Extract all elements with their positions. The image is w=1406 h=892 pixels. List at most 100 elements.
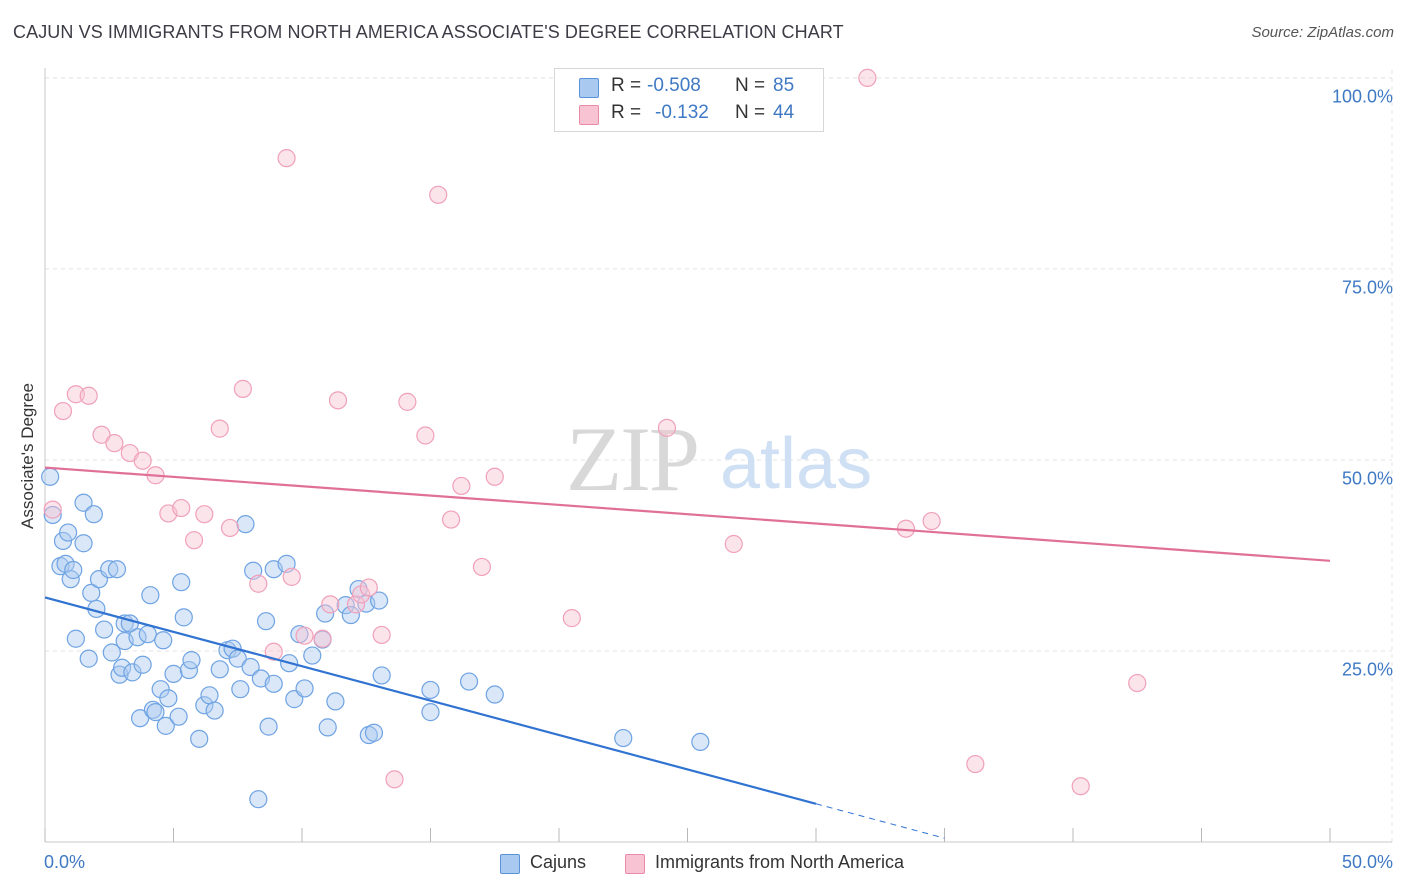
cajun-point — [421, 680, 440, 700]
immigrant-point — [657, 418, 677, 437]
cajun-point — [372, 666, 391, 685]
cajun-point — [130, 709, 150, 728]
legend-r-value: -0.132 — [655, 102, 709, 123]
cajun-point — [84, 505, 103, 524]
immigrant-point — [724, 534, 743, 554]
immigrant-point — [441, 510, 461, 529]
legend-r-value: -0.508 — [647, 75, 701, 96]
immigrant-point — [172, 498, 191, 518]
cajun-point — [123, 663, 142, 682]
immigrant-point — [210, 419, 229, 438]
immigrant-point — [184, 531, 204, 550]
cajun-point — [154, 631, 173, 650]
immigrant-point — [346, 595, 366, 614]
source-label: Source: ZipAtlas.com — [1251, 24, 1394, 41]
immigrant-point — [472, 557, 491, 577]
cajun-point — [164, 664, 183, 683]
cajun-point — [59, 523, 78, 542]
cajun-point — [133, 655, 152, 674]
immigrant-point — [485, 467, 504, 486]
cajun-point — [156, 716, 175, 735]
watermark: ZIP atlas — [566, 408, 872, 510]
cajun-point — [259, 717, 278, 736]
y-tick-label-75: 75.0% — [1341, 277, 1393, 298]
bottom-legend-swatch-immigrants — [625, 854, 645, 874]
cajun-point — [159, 689, 178, 708]
immigrant-point — [372, 625, 391, 645]
cajun-point — [190, 729, 209, 748]
y-tick-label-50: 50.0% — [1341, 468, 1393, 489]
cajun-point — [364, 723, 384, 742]
cajun-point — [370, 591, 389, 610]
immigrant-point — [398, 392, 417, 411]
y-tick-label-100: 100.0% — [1331, 86, 1393, 107]
trend-lines — [44, 466, 1331, 839]
immigrant-point — [966, 754, 985, 774]
immigrant-point — [416, 426, 435, 445]
legend-n-label: N = — [735, 75, 766, 96]
axes — [44, 68, 1392, 843]
legend-swatch-immigrants — [579, 105, 599, 125]
immigrant-point — [313, 629, 332, 648]
immigrant-point — [220, 518, 240, 538]
immigrant-trend-line — [44, 466, 1331, 562]
cajun-point — [107, 560, 127, 579]
cajun-point — [318, 718, 337, 737]
y-axis-label: Associate's Degree — [18, 383, 37, 529]
cajun-point — [264, 674, 283, 693]
cajun-point — [241, 657, 260, 677]
immigrant-point — [1128, 673, 1147, 693]
y-tick-label-25: 25.0% — [1341, 659, 1393, 680]
cajun-point — [66, 629, 85, 648]
legend-n-label: N = — [735, 102, 766, 123]
cajun-point — [43, 505, 62, 525]
cajun-point — [303, 646, 322, 665]
cajun-trend-extension — [815, 803, 945, 839]
immigrant-point — [233, 379, 252, 398]
cajun-point — [74, 534, 93, 553]
bottom-legend-label: Cajuns — [530, 852, 587, 872]
cajun-point — [256, 612, 276, 631]
immigrant-point — [277, 149, 296, 168]
cajun-point — [210, 660, 229, 679]
immigrant-point — [321, 595, 340, 614]
bottom-legend-label: Immigrants from North America — [655, 852, 905, 872]
cajun-point — [341, 605, 360, 625]
legend-n-value: 44 — [773, 102, 795, 123]
cajun-point — [421, 703, 440, 722]
immigrant-point — [1071, 777, 1090, 796]
cajun-point — [138, 625, 157, 644]
cajun-point — [100, 560, 119, 579]
immigrant-point — [429, 185, 448, 204]
immigrant-point — [858, 68, 877, 87]
cajun-point — [249, 790, 268, 809]
immigrant-point — [922, 511, 941, 531]
cajun-point — [336, 596, 355, 615]
immigrant-point — [264, 642, 283, 661]
cajun-point — [74, 493, 93, 512]
watermark-zip: ZIP — [566, 408, 698, 510]
data-points — [41, 68, 1147, 809]
cajun-point — [79, 649, 98, 668]
legend-r-label: R = — [611, 102, 642, 123]
cajun-point — [195, 696, 214, 715]
cajun-point — [231, 680, 250, 699]
cajun-point — [205, 701, 224, 720]
cajun-point — [295, 679, 314, 698]
cajun-point — [236, 515, 255, 534]
cajun-point — [459, 672, 479, 691]
cajun-point — [128, 628, 147, 647]
cajun-point — [41, 467, 60, 486]
immigrant-point — [92, 425, 111, 444]
immigrant-point — [43, 500, 62, 519]
cajun-point — [200, 686, 219, 705]
cajun-point — [326, 692, 345, 711]
legend-r-label: R = — [611, 75, 642, 96]
cajun-point — [172, 573, 191, 592]
cajun-point — [146, 703, 165, 722]
watermark-atlas: atlas — [720, 424, 872, 504]
chart-title: CAJUN VS IMMIGRANTS FROM NORTH AMERICA A… — [13, 22, 844, 42]
bottom-legend-swatch-cajuns — [500, 854, 520, 874]
immigrant-point — [105, 434, 124, 453]
cajun-point — [82, 583, 101, 603]
